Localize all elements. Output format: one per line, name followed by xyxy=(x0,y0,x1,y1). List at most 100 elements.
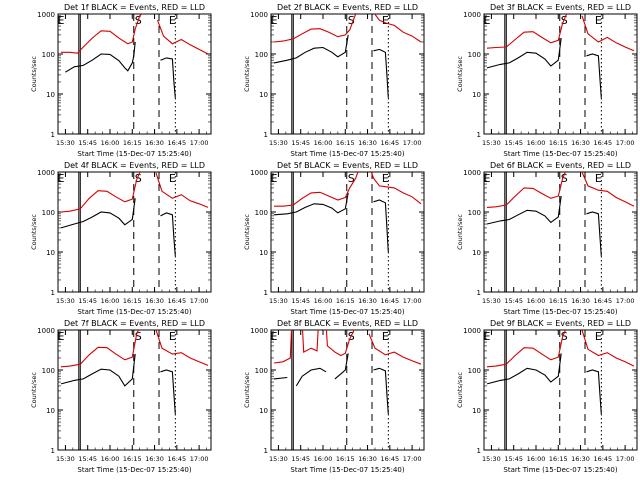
x-tick-label: 15:45 xyxy=(504,455,523,463)
events-series-line xyxy=(160,57,176,98)
x-tick-label: 16:00 xyxy=(527,297,546,305)
events-series-line xyxy=(586,211,602,256)
panel-title: Det 3f BLACK = Events, RED = LLD xyxy=(490,3,631,12)
marker-annotation: E xyxy=(483,330,490,343)
x-tick-label: 15:30 xyxy=(482,455,501,463)
x-tick-label: 16:45 xyxy=(167,297,186,305)
y-tick-label: 1000 xyxy=(37,169,55,177)
events-series-line xyxy=(295,367,327,387)
x-tick-label: 15:45 xyxy=(291,455,310,463)
y-tick-label: 10 xyxy=(259,249,268,257)
y-tick-label: 100 xyxy=(255,209,268,217)
y-tick-label: 10 xyxy=(259,91,268,99)
marker-annotation: E xyxy=(57,14,64,27)
y-axis-label: Counts/sec xyxy=(30,372,38,408)
x-axis-label: Start Time (15-Dec-07 15:25:40) xyxy=(77,308,191,316)
plot-frame xyxy=(483,171,638,293)
events-series-line xyxy=(160,212,176,256)
y-tick-label: 100 xyxy=(42,367,55,375)
y-tick-label: 100 xyxy=(468,367,481,375)
lld-series-line xyxy=(486,172,567,208)
x-tick-label: 16:15 xyxy=(549,139,568,147)
y-tick-label: 1 xyxy=(51,289,55,297)
x-tick-label: 17:00 xyxy=(616,139,635,147)
lld-series-line xyxy=(60,330,140,368)
panel-title: Det 2f BLACK = Events, RED = LLD xyxy=(277,3,418,12)
x-tick-label: 16:30 xyxy=(358,455,377,463)
lld-series-line xyxy=(60,172,141,213)
y-tick-label: 1000 xyxy=(463,327,481,335)
x-tick-label: 16:00 xyxy=(527,455,546,463)
plot-frame xyxy=(270,329,425,451)
events-series-line xyxy=(273,192,349,216)
plot-frame xyxy=(57,329,212,451)
x-tick-label: 15:30 xyxy=(56,139,75,147)
y-tick-label: 1 xyxy=(477,289,481,297)
x-tick-label: 16:15 xyxy=(336,455,355,463)
x-tick-label: 15:45 xyxy=(78,455,97,463)
marker-annotation: E xyxy=(382,14,389,27)
x-tick-label: 15:30 xyxy=(482,139,501,147)
events-series-line xyxy=(160,369,176,414)
detector-panel: Det 9f BLACK = Events, RED = LLD Counts/s… xyxy=(456,319,638,474)
panel-title: Det 6f BLACK = Events, RED = LLD xyxy=(490,161,631,170)
x-tick-label: 15:45 xyxy=(504,139,523,147)
y-axis-label: Counts/sec xyxy=(456,214,464,250)
x-tick-label: 15:30 xyxy=(269,139,288,147)
events-series-line xyxy=(65,41,136,73)
y-tick-label: 10 xyxy=(259,407,268,415)
detector-panel: Det 3f BLACK = Events, RED = LLD Counts/s… xyxy=(456,3,638,158)
plot-frame xyxy=(270,13,425,135)
y-tick-label: 10 xyxy=(46,249,55,257)
x-tick-label: 17:00 xyxy=(190,297,209,305)
y-tick-label: 1000 xyxy=(250,169,268,177)
x-tick-label: 16:00 xyxy=(527,139,546,147)
marker-annotation: E xyxy=(382,172,389,185)
lld-series-line xyxy=(155,172,209,208)
x-axis-label: Start Time (15-Dec-07 15:25:40) xyxy=(503,466,617,474)
y-tick-label: 1000 xyxy=(37,327,55,335)
lld-series-line xyxy=(302,330,319,353)
lld-series-line xyxy=(486,14,568,49)
plot-frame xyxy=(270,171,425,293)
x-tick-label: 17:00 xyxy=(403,455,422,463)
x-tick-label: 15:30 xyxy=(269,297,288,305)
marker-annotation: E xyxy=(595,14,602,27)
x-tick-label: 16:30 xyxy=(358,297,377,305)
x-tick-label: 15:45 xyxy=(504,297,523,305)
x-tick-label: 16:45 xyxy=(593,455,612,463)
marker-annotation: S xyxy=(348,14,355,27)
x-tick-label: 16:45 xyxy=(167,455,186,463)
y-tick-label: 100 xyxy=(255,51,268,59)
x-tick-label: 16:30 xyxy=(145,139,164,147)
plot-frame xyxy=(483,329,638,451)
y-tick-label: 1000 xyxy=(463,11,481,19)
x-axis-label: Start Time (15-Dec-07 15:25:40) xyxy=(77,150,191,158)
y-tick-label: 10 xyxy=(472,249,481,257)
plot-frame xyxy=(483,13,638,135)
x-tick-label: 16:45 xyxy=(167,139,186,147)
marker-annotation: E xyxy=(483,172,490,185)
y-axis-label: Counts/sec xyxy=(243,56,251,92)
lld-series-line xyxy=(486,330,567,368)
x-tick-label: 16:00 xyxy=(101,455,120,463)
events-series-line xyxy=(60,198,136,229)
events-series-line xyxy=(586,369,602,414)
y-axis-label: Counts/sec xyxy=(456,56,464,92)
x-tick-label: 15:45 xyxy=(291,297,310,305)
x-tick-label: 16:15 xyxy=(549,297,568,305)
lld-series-line xyxy=(325,330,355,357)
marker-annotation: E xyxy=(169,330,176,343)
marker-annotation: S xyxy=(561,330,568,343)
panel-title: Det 5f BLACK = Events, RED = LLD xyxy=(277,161,418,170)
y-tick-label: 10 xyxy=(46,91,55,99)
x-axis-label: Start Time (15-Dec-07 15:25:40) xyxy=(503,150,617,158)
events-series-line xyxy=(486,196,562,225)
marker-annotation: E xyxy=(483,14,490,27)
plot-frame xyxy=(57,13,212,135)
marker-annotation: E xyxy=(57,330,64,343)
y-tick-label: 1 xyxy=(477,131,481,139)
x-tick-label: 16:15 xyxy=(549,455,568,463)
x-tick-label: 16:45 xyxy=(593,139,612,147)
